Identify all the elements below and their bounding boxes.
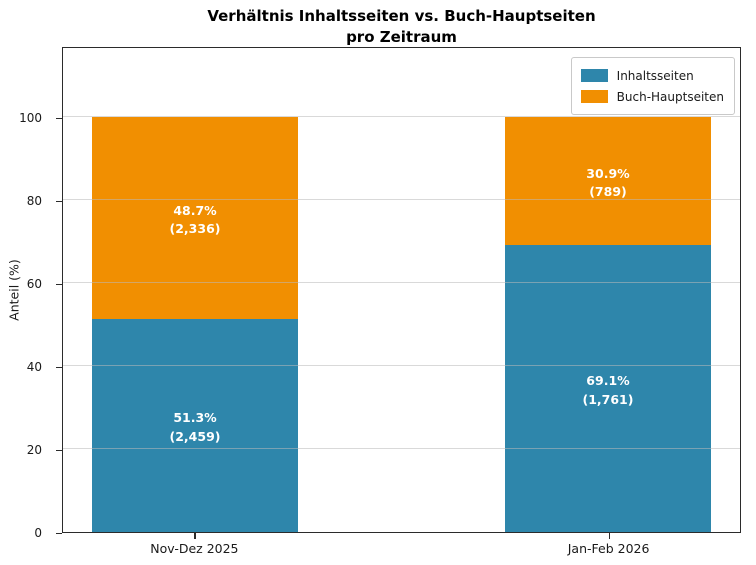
ytick-mark-80 (56, 200, 62, 202)
bar-label-inhaltsseiten-1: 69.1% (1,761) (582, 373, 634, 407)
ytick-label-60: 60 (26, 276, 42, 291)
bar-segment-buch-hauptseiten-1 (504, 116, 712, 245)
legend-label: Buch-Hauptseiten (616, 89, 724, 104)
legend-item-inhaltsseiten: Inhaltsseiten (580, 65, 724, 86)
ytick-mark-60 (56, 283, 62, 286)
gridline-20 (63, 447, 740, 449)
legend-swatch-icon (580, 69, 608, 82)
bar-label-buch-hauptseiten-0: 48.7% (2,336) (169, 202, 221, 236)
ytick-mark-100 (56, 117, 62, 119)
legend-item-buch-hauptseiten: Buch-Hauptseiten (580, 86, 724, 107)
chart-title: Verhältnis Inhaltsseiten vs. Buch-Haupts… (207, 7, 596, 46)
ytick-label-80: 80 (26, 193, 42, 208)
bar-label-buch-hauptseiten-1: 30.9% (789) (586, 165, 630, 199)
gridline-80 (63, 198, 740, 200)
gridline-40 (63, 364, 740, 366)
bar-segment-inhaltsseiten-1 (504, 244, 712, 532)
legend-swatch-icon (580, 90, 608, 103)
legend-label: Inhaltsseiten (616, 68, 694, 83)
ytick-label-20: 20 (26, 442, 42, 457)
gridline-100 (63, 115, 740, 117)
legend: Inhaltsseiten Buch-Hauptseiten (570, 57, 735, 115)
bar-segment-buch-hauptseiten-0 (91, 116, 299, 319)
ytick-label-100: 100 (19, 110, 42, 125)
xtick-label-0: Nov-Dez 2025 (150, 541, 239, 556)
ytick-mark-0 (56, 533, 62, 535)
ytick-label-40: 40 (26, 359, 42, 374)
bar-label-inhaltsseiten-0: 51.3% (2,459) (169, 410, 221, 444)
gridline-60 (63, 281, 740, 283)
ytick-mark-20 (56, 449, 62, 452)
plot-area: 51.3% (2,459) 48.7% (2,336) 69.1% (1,761) 3… (62, 47, 741, 533)
xtick-label-1: Jan-Feb 2026 (567, 541, 650, 556)
ytick-mark-40 (56, 366, 62, 369)
xtick-mark-0 (194, 533, 196, 539)
bar-segment-inhaltsseiten-0 (91, 318, 299, 532)
xtick-mark-1 (608, 533, 610, 539)
ytick-label-0: 0 (34, 526, 42, 540)
